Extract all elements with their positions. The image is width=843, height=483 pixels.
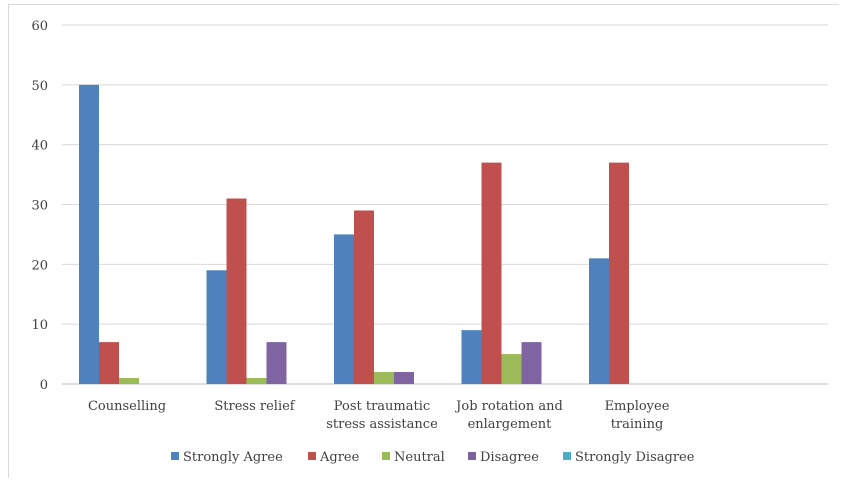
- x-category-label: Job rotation and enlargement: [454, 399, 563, 432]
- x-category-label: Post traumatic stress assistance: [326, 399, 438, 432]
- y-tick-label: 50: [31, 79, 48, 94]
- y-tick-label: 30: [31, 199, 48, 214]
- y-tick-label: 10: [31, 318, 48, 333]
- legend-label: Neutral: [394, 450, 445, 465]
- x-category-label: Stress relief: [214, 399, 295, 414]
- chart-frame: [8, 4, 839, 478]
- x-category-label: Counselling: [88, 399, 166, 414]
- bar-strongly-agree: [589, 258, 609, 384]
- bar-agree: [226, 198, 247, 384]
- bar-agree: [354, 210, 374, 384]
- legend-swatch: [563, 452, 571, 460]
- bar-strongly-agree: [79, 84, 99, 384]
- bar-neutral: [501, 354, 522, 384]
- legend-swatch: [308, 452, 316, 460]
- x-category-label: Employee training: [605, 399, 670, 432]
- bar-agree: [481, 162, 502, 384]
- bar-neutral: [246, 378, 267, 384]
- bar-agree: [99, 342, 119, 384]
- bar-strongly-agree: [461, 330, 482, 384]
- y-tick-label: 20: [31, 258, 48, 273]
- legend-label: Strongly Agree: [183, 450, 283, 465]
- y-tick-label: 40: [31, 139, 48, 154]
- bar-disagree: [394, 372, 414, 384]
- y-tick-label: 60: [31, 19, 48, 34]
- legend-swatch: [382, 452, 390, 460]
- legend-label: Agree: [319, 450, 360, 465]
- legend-swatch: [468, 452, 476, 460]
- legend-swatch: [171, 452, 179, 460]
- bar-strongly-agree: [334, 234, 354, 384]
- bar-disagree: [266, 342, 287, 384]
- y-tick-label: 0: [40, 378, 48, 393]
- bar-neutral: [374, 372, 394, 384]
- bar-agree: [609, 162, 629, 384]
- legend-label: Strongly Disagree: [575, 450, 695, 465]
- legend-label: Disagree: [480, 450, 539, 465]
- bar-disagree: [521, 342, 542, 384]
- bar-neutral: [119, 378, 139, 384]
- bar-strongly-agree: [206, 270, 227, 384]
